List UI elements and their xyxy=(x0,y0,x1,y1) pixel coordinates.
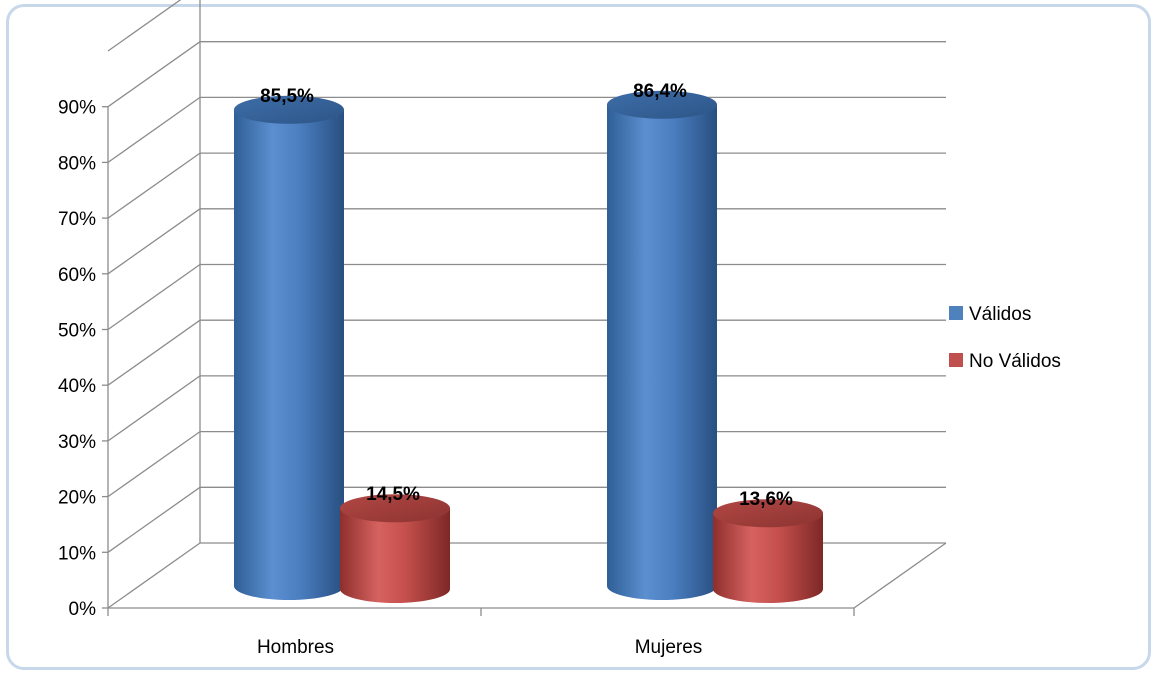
y-tick-label: 70% xyxy=(58,209,96,230)
x-axis-categories: Hombres Mujeres xyxy=(257,637,702,658)
legend-swatch xyxy=(949,306,963,320)
gridline-side xyxy=(107,263,201,331)
bar-hombres-0 xyxy=(234,95,344,600)
y-axis-ticks: 0% 10% 20% 30% 40% 50% 60% 70% 80% 90% xyxy=(58,98,96,620)
y-tick-label: 10% xyxy=(58,543,96,564)
axes xyxy=(102,106,855,616)
gridline-side xyxy=(107,486,201,553)
x-category-label: Hombres xyxy=(257,637,334,658)
floor-edge xyxy=(853,542,947,609)
gridline-side xyxy=(107,0,182,52)
data-label: 13,6% xyxy=(739,489,793,510)
legend-swatch xyxy=(949,353,963,367)
bar-hombres-1 xyxy=(340,494,450,603)
y-tick-label: 30% xyxy=(58,432,96,453)
gridline-side xyxy=(107,319,201,386)
y-tick-label: 80% xyxy=(58,153,96,174)
chart-frame xyxy=(6,4,1151,670)
y-tick-label: 20% xyxy=(58,488,96,509)
data-label: 85,5% xyxy=(260,86,314,107)
bars xyxy=(234,90,823,603)
bar-top xyxy=(234,95,344,124)
bar-body xyxy=(340,508,450,603)
y-tick-label: 40% xyxy=(58,376,96,397)
gridline-side xyxy=(107,431,201,498)
legend-label: Válidos xyxy=(969,304,1031,325)
gridline-side xyxy=(107,542,201,609)
legend-label: No Válidos xyxy=(969,351,1061,372)
bar-top xyxy=(340,494,450,523)
bar-mujeres-0 xyxy=(607,90,717,600)
gridline-side xyxy=(107,41,201,108)
data-label: 86,4% xyxy=(633,81,687,102)
y-tick-label: 0% xyxy=(69,599,97,620)
y-tick-label: 50% xyxy=(58,321,96,342)
bar-top xyxy=(607,90,717,119)
bar-body xyxy=(607,104,717,600)
gridline-side xyxy=(107,208,201,275)
data-labels: 85,5% 14,5% 86,4% 13,6% xyxy=(260,81,793,510)
y-tick-label: 90% xyxy=(58,98,96,119)
x-category-label: Mujeres xyxy=(635,637,703,658)
legend: Válidos No Válidos xyxy=(949,304,1061,372)
bar-top xyxy=(713,499,823,528)
bar-mujeres-1 xyxy=(713,499,823,603)
y-tick-label: 60% xyxy=(58,265,96,286)
bar-body xyxy=(713,513,823,603)
bar-body xyxy=(234,109,344,600)
gridline-side xyxy=(107,152,201,219)
gridline-side xyxy=(107,375,201,442)
gridline-side xyxy=(107,96,201,163)
data-label: 14,5% xyxy=(366,484,420,505)
